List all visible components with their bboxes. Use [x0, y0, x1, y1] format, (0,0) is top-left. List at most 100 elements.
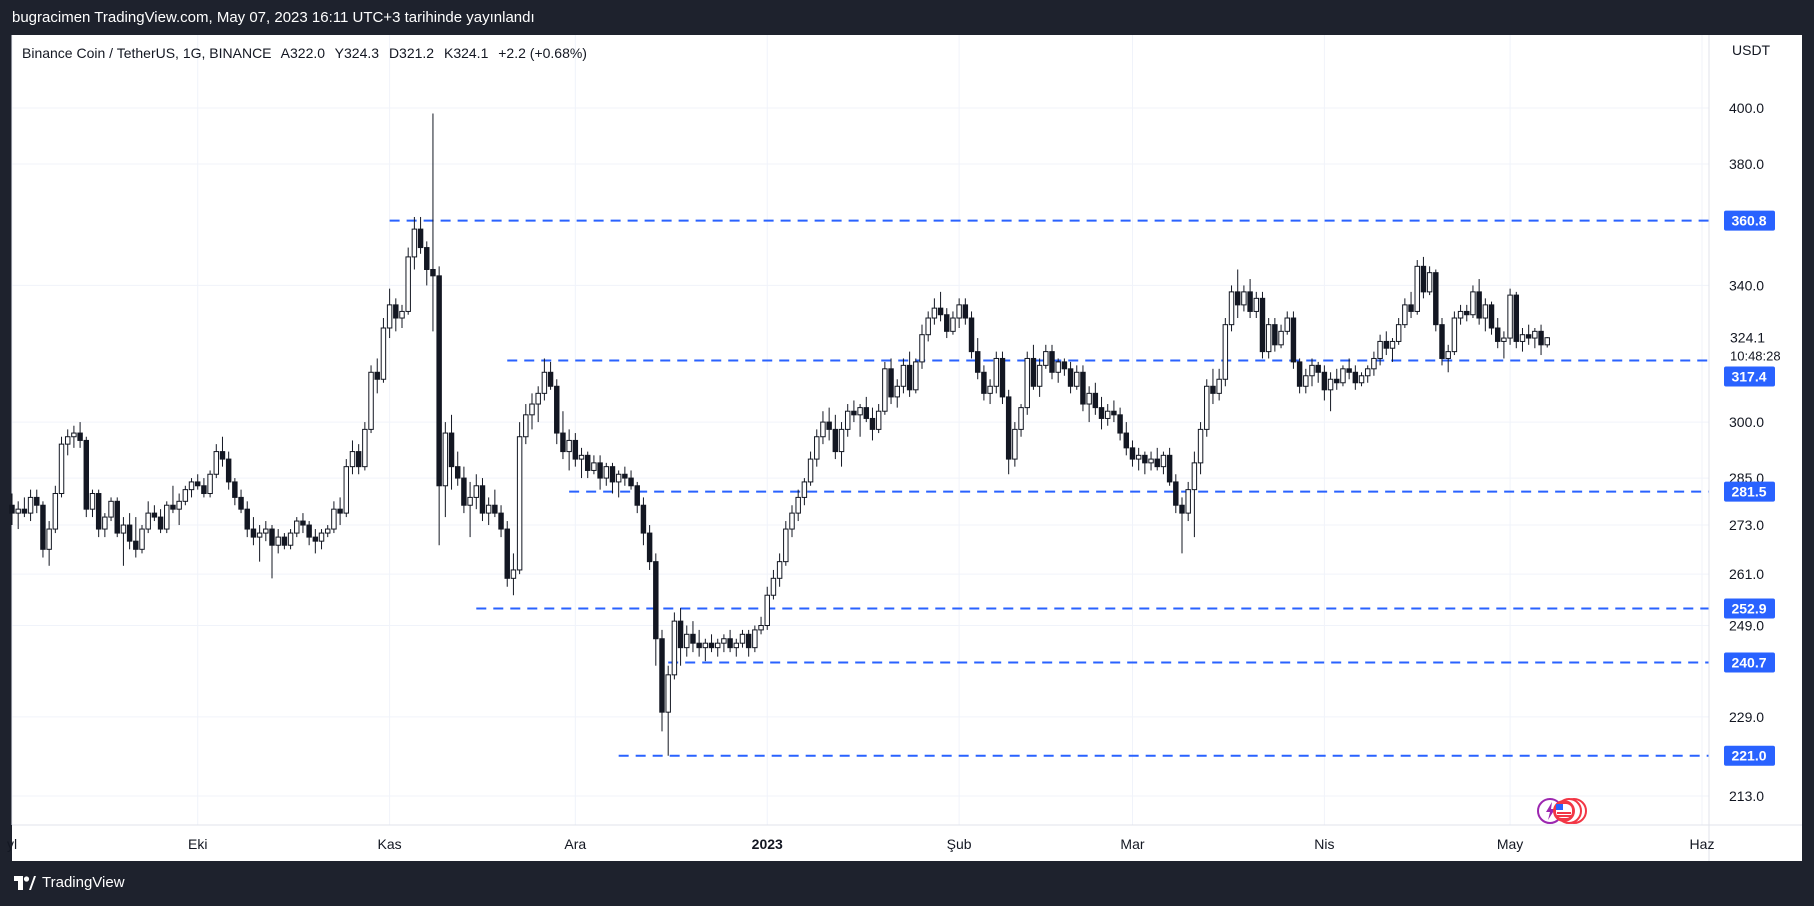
candle-body	[182, 489, 189, 502]
candle-body	[1402, 304, 1408, 326]
candle-body	[1414, 265, 1420, 312]
candle-body	[324, 528, 331, 534]
candle-body	[931, 307, 938, 319]
candle	[1445, 344, 1451, 373]
candle-body	[752, 629, 758, 649]
candle-body	[504, 528, 510, 579]
candle-body	[467, 496, 473, 506]
candle	[1309, 358, 1315, 387]
symbol-legend: Binance Coin / TetherUS, 1G, BINANCE A32…	[22, 45, 593, 61]
candle-body	[807, 458, 814, 483]
time-tick-label: Mar	[1120, 836, 1144, 852]
candle	[1074, 365, 1080, 390]
time-tick-label: Şub	[947, 836, 972, 852]
candle-body	[1080, 371, 1086, 405]
candle	[566, 429, 572, 471]
candle	[300, 513, 306, 534]
candle-body	[640, 504, 647, 534]
candle-body	[1457, 310, 1464, 319]
candle	[523, 404, 529, 445]
candle	[133, 517, 139, 558]
candle-body	[393, 304, 399, 319]
candle	[510, 553, 517, 596]
candle	[1501, 331, 1507, 359]
candle	[244, 501, 250, 538]
candle-body	[1544, 337, 1550, 346]
candle	[950, 311, 956, 335]
candle	[783, 521, 789, 566]
candle	[758, 616, 764, 635]
candle	[318, 529, 325, 550]
candle	[306, 521, 312, 546]
candle-body	[1204, 385, 1210, 430]
candle-body	[1111, 410, 1117, 416]
candle	[572, 433, 579, 467]
candle-body	[139, 528, 145, 550]
level-label-box	[1724, 652, 1775, 673]
candle	[15, 501, 21, 530]
candle-body	[1074, 371, 1080, 387]
candle-body	[1426, 272, 1433, 293]
candle	[584, 451, 591, 479]
candle	[9, 493, 15, 526]
candle-body	[560, 432, 566, 453]
candle	[1012, 422, 1018, 467]
candle-body	[108, 500, 114, 518]
candle	[739, 629, 746, 648]
candle	[646, 525, 653, 570]
candle	[1327, 372, 1334, 412]
candle	[1532, 327, 1538, 349]
candle	[1439, 318, 1445, 366]
symbol-name[interactable]: Binance Coin / TetherUS, 1G, BINANCE	[22, 45, 272, 61]
candle	[269, 525, 275, 579]
candle-body	[201, 485, 207, 495]
candle-body	[906, 364, 913, 391]
candle-body	[244, 508, 250, 530]
legend-change: +2.2 (+0.68%)	[498, 45, 587, 61]
candle	[1544, 337, 1550, 348]
candle	[164, 501, 170, 534]
candle-body	[1185, 489, 1191, 514]
candle	[1377, 334, 1383, 366]
candle	[733, 638, 740, 657]
candle	[696, 629, 702, 657]
price-tick-label: 213.0	[1729, 788, 1764, 804]
candle	[913, 358, 919, 394]
candle-body	[232, 481, 238, 498]
candle-body	[1179, 504, 1185, 514]
candle-body	[473, 485, 480, 498]
candle	[541, 358, 548, 401]
candle	[108, 497, 114, 522]
chart-frame[interactable]	[12, 35, 1802, 861]
legend-high: Y324.3	[334, 45, 380, 61]
candle-body	[1173, 481, 1179, 506]
legend-low: D321.2	[388, 45, 435, 61]
candle-body	[306, 524, 312, 538]
candle-body	[653, 561, 659, 640]
time-tick-label: Ara	[564, 836, 586, 852]
time-scale: yl Eki Kas Ara 2023 Şub Mar Nis May Haz	[7, 836, 1715, 852]
candle-body	[981, 371, 987, 394]
candle-body	[275, 536, 281, 546]
candle-body	[479, 485, 486, 514]
candle	[1067, 361, 1074, 394]
candle-body	[1055, 361, 1061, 373]
candle	[684, 625, 690, 657]
candle	[1303, 368, 1309, 394]
candle-body	[913, 361, 919, 391]
candle-body	[238, 496, 244, 510]
price-unit[interactable]: USDT	[1732, 42, 1771, 58]
candle	[665, 665, 671, 756]
candle-body	[157, 516, 164, 530]
candle	[554, 379, 560, 445]
candle-body	[1513, 294, 1520, 342]
candle-body	[739, 633, 746, 644]
candle-body	[318, 532, 325, 542]
candle	[615, 470, 622, 498]
candle-body	[659, 638, 665, 713]
event-badges[interactable]	[1536, 795, 1596, 827]
tradingview-logo[interactable]: TradingView	[14, 874, 125, 891]
price-tick-label: 400.0	[1729, 100, 1764, 116]
candle	[1216, 368, 1222, 401]
